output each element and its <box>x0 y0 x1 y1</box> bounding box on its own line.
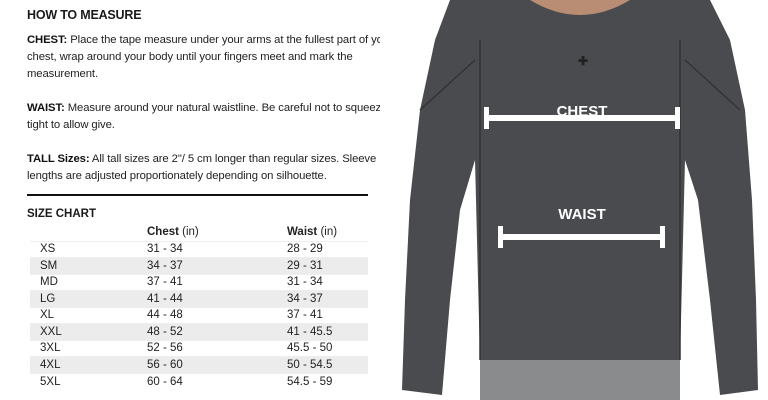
size-cell: LG <box>30 290 147 307</box>
table-row: XXL 48 - 52 41 - 45.5 <box>30 323 368 340</box>
chest-header: Chest (in) <box>147 226 199 239</box>
size-cell: XS <box>30 240 147 258</box>
waist-instructions: WAIST: Measure around your natural waist… <box>27 102 406 131</box>
size-cell: XXL <box>30 323 147 340</box>
chest-cell: 41 - 44 <box>147 290 287 307</box>
waist-cell: 54.5 - 59 <box>287 372 368 390</box>
table-row: 3XL 52 - 56 45.5 - 50 <box>30 339 368 357</box>
chest-cell: 31 - 34 <box>147 240 287 258</box>
table-row: XS 31 - 34 28 - 29 <box>30 240 368 258</box>
chest-cell: 34 - 37 <box>147 257 287 274</box>
size-chart-table: Chest (in) Waist (in) XS 31 - 34 28 - 29 SM… <box>30 224 368 390</box>
waist-cell: 45.5 - 50 <box>287 339 368 357</box>
size-cell: 5XL <box>30 372 147 390</box>
table-row: MD 37 - 41 31 - 34 <box>30 273 368 291</box>
chest-cell: 48 - 52 <box>147 323 287 340</box>
size-cell: 4XL <box>30 356 147 373</box>
how-to-measure-section: HOW TO MEASURE CHEST: Place the tape mea… <box>27 8 407 202</box>
waist-cell: 34 - 37 <box>287 290 368 307</box>
waist-label: WAIST <box>558 206 606 223</box>
how-to-measure-title: HOW TO MEASURE <box>27 8 142 22</box>
chest-cell: 56 - 60 <box>147 356 287 373</box>
table-header: Chest (in) Waist (in) <box>30 224 368 241</box>
size-cell: 3XL <box>30 339 147 357</box>
chest-instructions: CHEST: Place the tape measure under your… <box>27 34 393 80</box>
table-row: 4XL 56 - 60 50 - 54.5 <box>30 356 368 373</box>
table-row: 5XL 60 - 64 54.5 - 59 <box>30 372 368 390</box>
waist-cell: 41 - 45.5 <box>287 323 368 340</box>
waist-cell: 29 - 31 <box>287 257 368 274</box>
chest-label: CHEST <box>557 103 608 120</box>
brand-logo: ✚ <box>578 54 588 68</box>
size-chart-title: SIZE CHART <box>27 208 96 220</box>
size-cell: SM <box>30 257 147 274</box>
waist-measure-line <box>498 226 665 248</box>
shirt-photo: ✚ CHEST WAIST <box>380 0 768 400</box>
waist-cell: 37 - 41 <box>287 306 368 324</box>
chest-cell: 37 - 41 <box>147 273 287 291</box>
size-cell: MD <box>30 273 147 291</box>
table-row: LG 41 - 44 34 - 37 <box>30 290 368 307</box>
chest-measure-line <box>484 107 680 129</box>
table-row: XL 44 - 48 37 - 41 <box>30 306 368 324</box>
waist-cell: 50 - 54.5 <box>287 356 368 373</box>
chest-cell: 44 - 48 <box>147 306 287 324</box>
waist-cell: 28 - 29 <box>287 240 368 258</box>
chest-cell: 52 - 56 <box>147 339 287 357</box>
divider <box>27 194 368 196</box>
size-cell: XL <box>30 306 147 324</box>
waist-cell: 31 - 34 <box>287 273 368 291</box>
chest-cell: 60 - 64 <box>147 372 287 390</box>
waist-header: Waist (in) <box>287 226 338 239</box>
tall-instructions: TALL Sizes: All tall sizes are 2"/ 5 cm … <box>27 153 377 182</box>
table-row: SM 34 - 37 29 - 31 <box>30 257 368 274</box>
